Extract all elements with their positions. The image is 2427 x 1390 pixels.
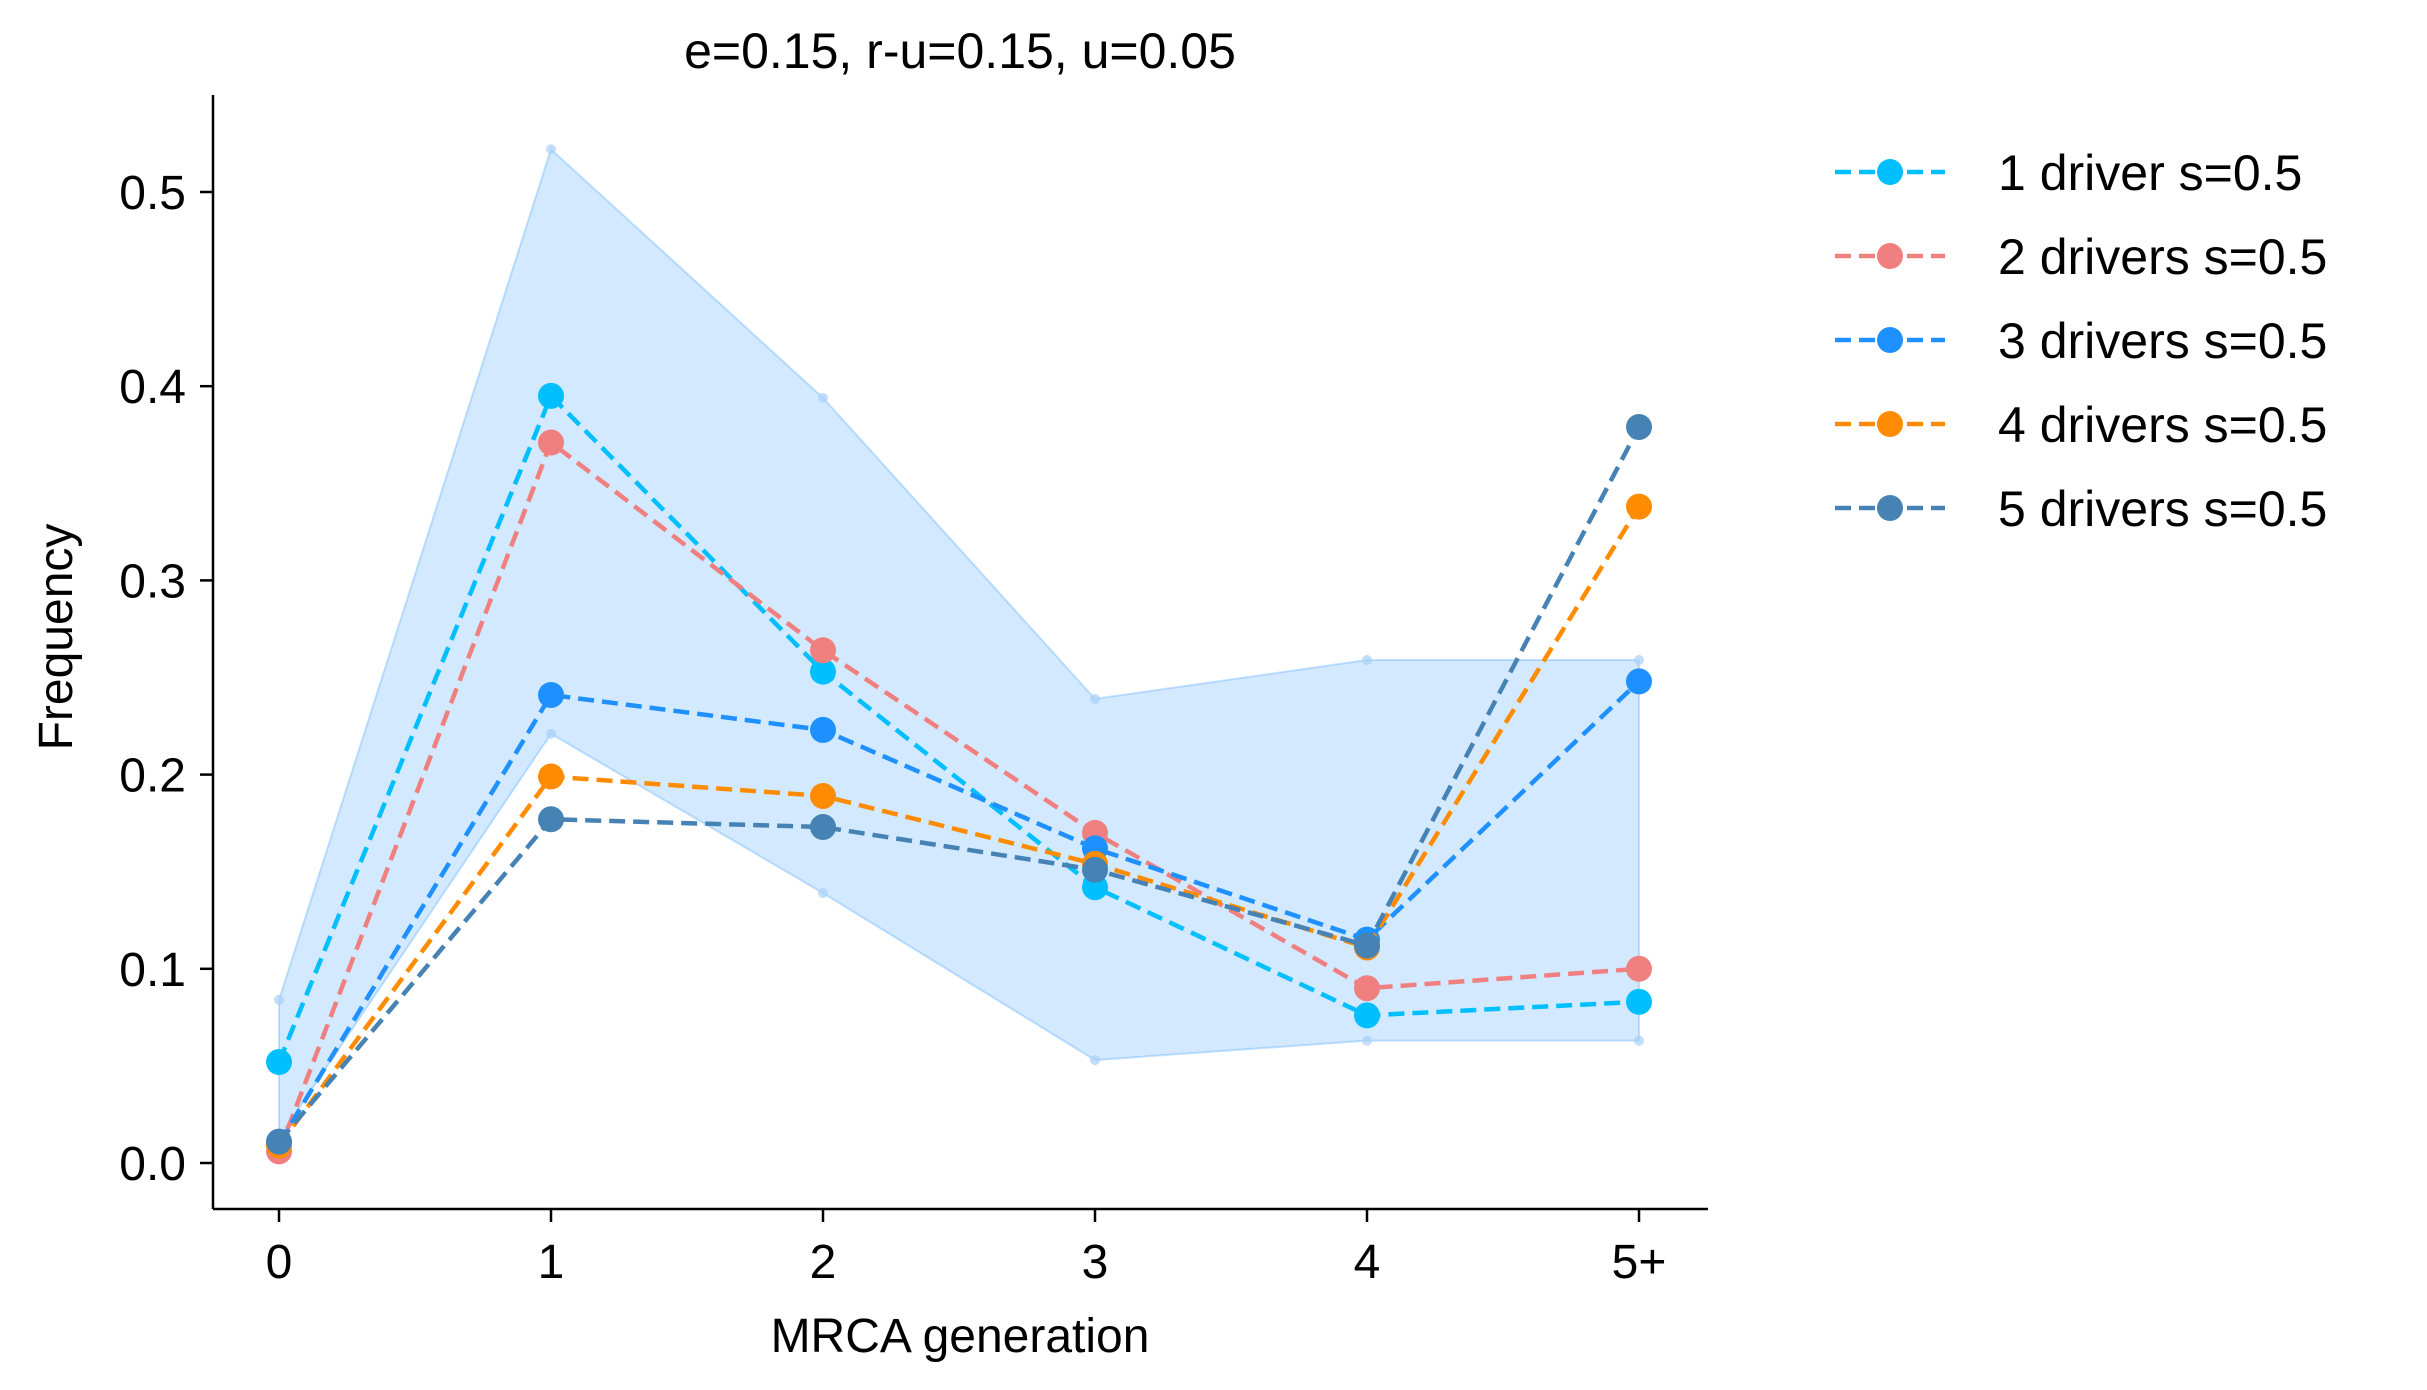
x-axis-title: MRCA generation bbox=[771, 1310, 1150, 1363]
data-point bbox=[810, 782, 836, 809]
data-point bbox=[1354, 975, 1380, 1002]
data-point bbox=[810, 716, 836, 743]
band-upper-point bbox=[1090, 693, 1100, 704]
data-point bbox=[810, 814, 836, 841]
legend: 1 driver s=0.5 2 drivers s=0.5 3 drivers s… bbox=[1835, 145, 2327, 537]
legend-label: 5 drivers s=0.5 bbox=[1998, 481, 2327, 537]
data-point bbox=[538, 763, 564, 790]
axes bbox=[211, 95, 1708, 1211]
data-point bbox=[1626, 668, 1652, 695]
data-point bbox=[1354, 1002, 1380, 1029]
legend-item: 1 driver s=0.5 bbox=[1835, 145, 2302, 201]
data-point bbox=[538, 681, 564, 708]
data-point bbox=[1626, 988, 1652, 1015]
data-point bbox=[810, 637, 836, 664]
legend-label: 2 drivers s=0.5 bbox=[1998, 229, 2327, 285]
band-lower-point bbox=[818, 888, 828, 899]
y-ticks: 0.0 0.1 0.2 0.3 0.4 0.5 bbox=[119, 167, 213, 1191]
legend-marker bbox=[1877, 327, 1903, 353]
legend-marker bbox=[1877, 411, 1903, 437]
y-tick-label: 0.3 bbox=[119, 555, 186, 608]
y-tick-label: 0.5 bbox=[119, 167, 186, 220]
band-upper-point bbox=[1362, 655, 1372, 666]
y-tick-label: 0.4 bbox=[119, 361, 186, 414]
data-point bbox=[1626, 413, 1652, 440]
data-point bbox=[1354, 932, 1380, 959]
x-tick-label: 0 bbox=[266, 1236, 293, 1289]
data-point bbox=[1626, 493, 1652, 520]
legend-marker bbox=[1877, 495, 1903, 521]
series-line bbox=[276, 438, 1640, 1153]
legend-item: 5 drivers s=0.5 bbox=[1835, 481, 2327, 537]
data-point bbox=[810, 658, 836, 685]
series-line bbox=[277, 679, 1641, 1145]
band-lower-point bbox=[1090, 1055, 1100, 1066]
series-line bbox=[276, 391, 1640, 1063]
legend-item: 3 drivers s=0.5 bbox=[1835, 313, 2327, 369]
confidence-band bbox=[274, 144, 1644, 1143]
x-tick-label: 4 bbox=[1354, 1236, 1381, 1289]
data-point bbox=[538, 429, 564, 456]
chart-title: e=0.15, r-u=0.15, u=0.05 bbox=[684, 23, 1236, 79]
series-line bbox=[277, 425, 1641, 1144]
band-lower-point bbox=[546, 728, 556, 739]
series-layer bbox=[266, 382, 1652, 1165]
data-point bbox=[1626, 955, 1652, 982]
x-tick-label: 1 bbox=[538, 1236, 565, 1289]
data-point bbox=[538, 382, 564, 409]
y-tick-label: 0.2 bbox=[119, 750, 186, 803]
legend-label: 4 drivers s=0.5 bbox=[1998, 397, 2327, 453]
series-5 bbox=[266, 413, 1652, 1155]
x-tick-label: 3 bbox=[1082, 1236, 1109, 1289]
legend-item: 4 drivers s=0.5 bbox=[1835, 397, 2327, 453]
x-tick-label: 2 bbox=[810, 1236, 837, 1289]
data-point bbox=[538, 806, 564, 833]
band-lower-point bbox=[1634, 1035, 1644, 1046]
y-tick-label: 0.1 bbox=[119, 944, 186, 997]
band-upper-point bbox=[818, 392, 828, 403]
series-line bbox=[277, 505, 1641, 1147]
legend-label: 1 driver s=0.5 bbox=[1998, 145, 2302, 201]
band-upper-point bbox=[546, 144, 556, 155]
band-upper-point bbox=[1634, 655, 1644, 666]
legend-marker bbox=[1877, 243, 1903, 269]
band-upper-point bbox=[274, 994, 284, 1005]
legend-label: 3 drivers s=0.5 bbox=[1998, 313, 2327, 369]
y-tick-label: 0.0 bbox=[119, 1138, 186, 1191]
legend-marker bbox=[1877, 159, 1903, 185]
data-point bbox=[266, 1049, 292, 1076]
x-tick-label: 5+ bbox=[1612, 1236, 1667, 1289]
data-point bbox=[266, 1128, 292, 1155]
x-ticks: 0 1 2 3 4 5+ bbox=[266, 1209, 1667, 1289]
band-lower-point bbox=[1362, 1035, 1372, 1046]
data-point bbox=[1082, 856, 1108, 883]
legend-item: 2 drivers s=0.5 bbox=[1835, 229, 2327, 285]
y-axis-title: Frequency bbox=[30, 524, 83, 751]
series-1 bbox=[266, 382, 1652, 1076]
